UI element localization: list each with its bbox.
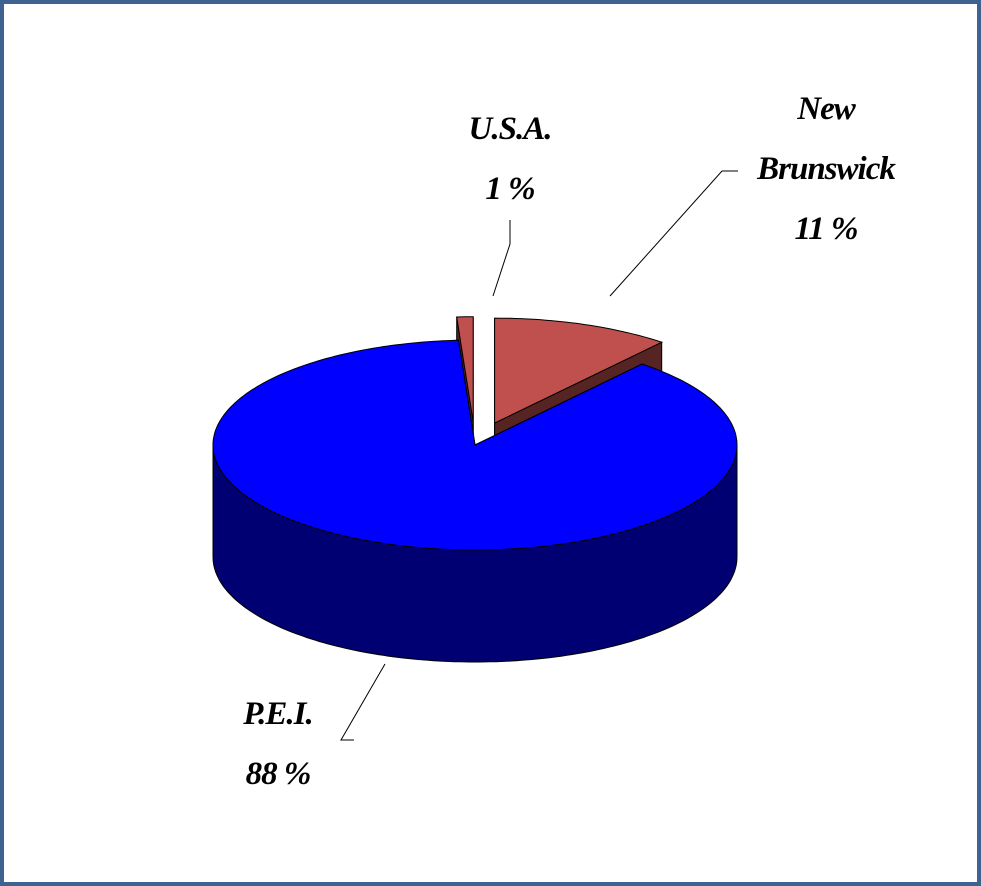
value-label: 11 %: [794, 211, 859, 247]
category-name: U.S.A.: [468, 111, 553, 147]
pie-slice: [212, 339, 738, 663]
category-name: P.E.I.: [243, 696, 314, 732]
leader-line: [492, 220, 511, 297]
leader-line: [340, 663, 386, 741]
slice-label: P.E.I. 88 %: [198, 684, 358, 804]
value-label: 88 %: [245, 756, 312, 792]
slice-top: [212, 339, 738, 551]
leader-line: [609, 170, 738, 297]
category-name: New Brunswick: [757, 91, 896, 187]
slice-label: U.S.A. 1 %: [430, 99, 590, 219]
chart: [212, 170, 738, 741]
slice-top: [494, 317, 664, 424]
slice-top: [456, 316, 474, 422]
slice-label: New Brunswick 11 %: [751, 79, 901, 259]
value-label: 1 %: [485, 171, 535, 207]
